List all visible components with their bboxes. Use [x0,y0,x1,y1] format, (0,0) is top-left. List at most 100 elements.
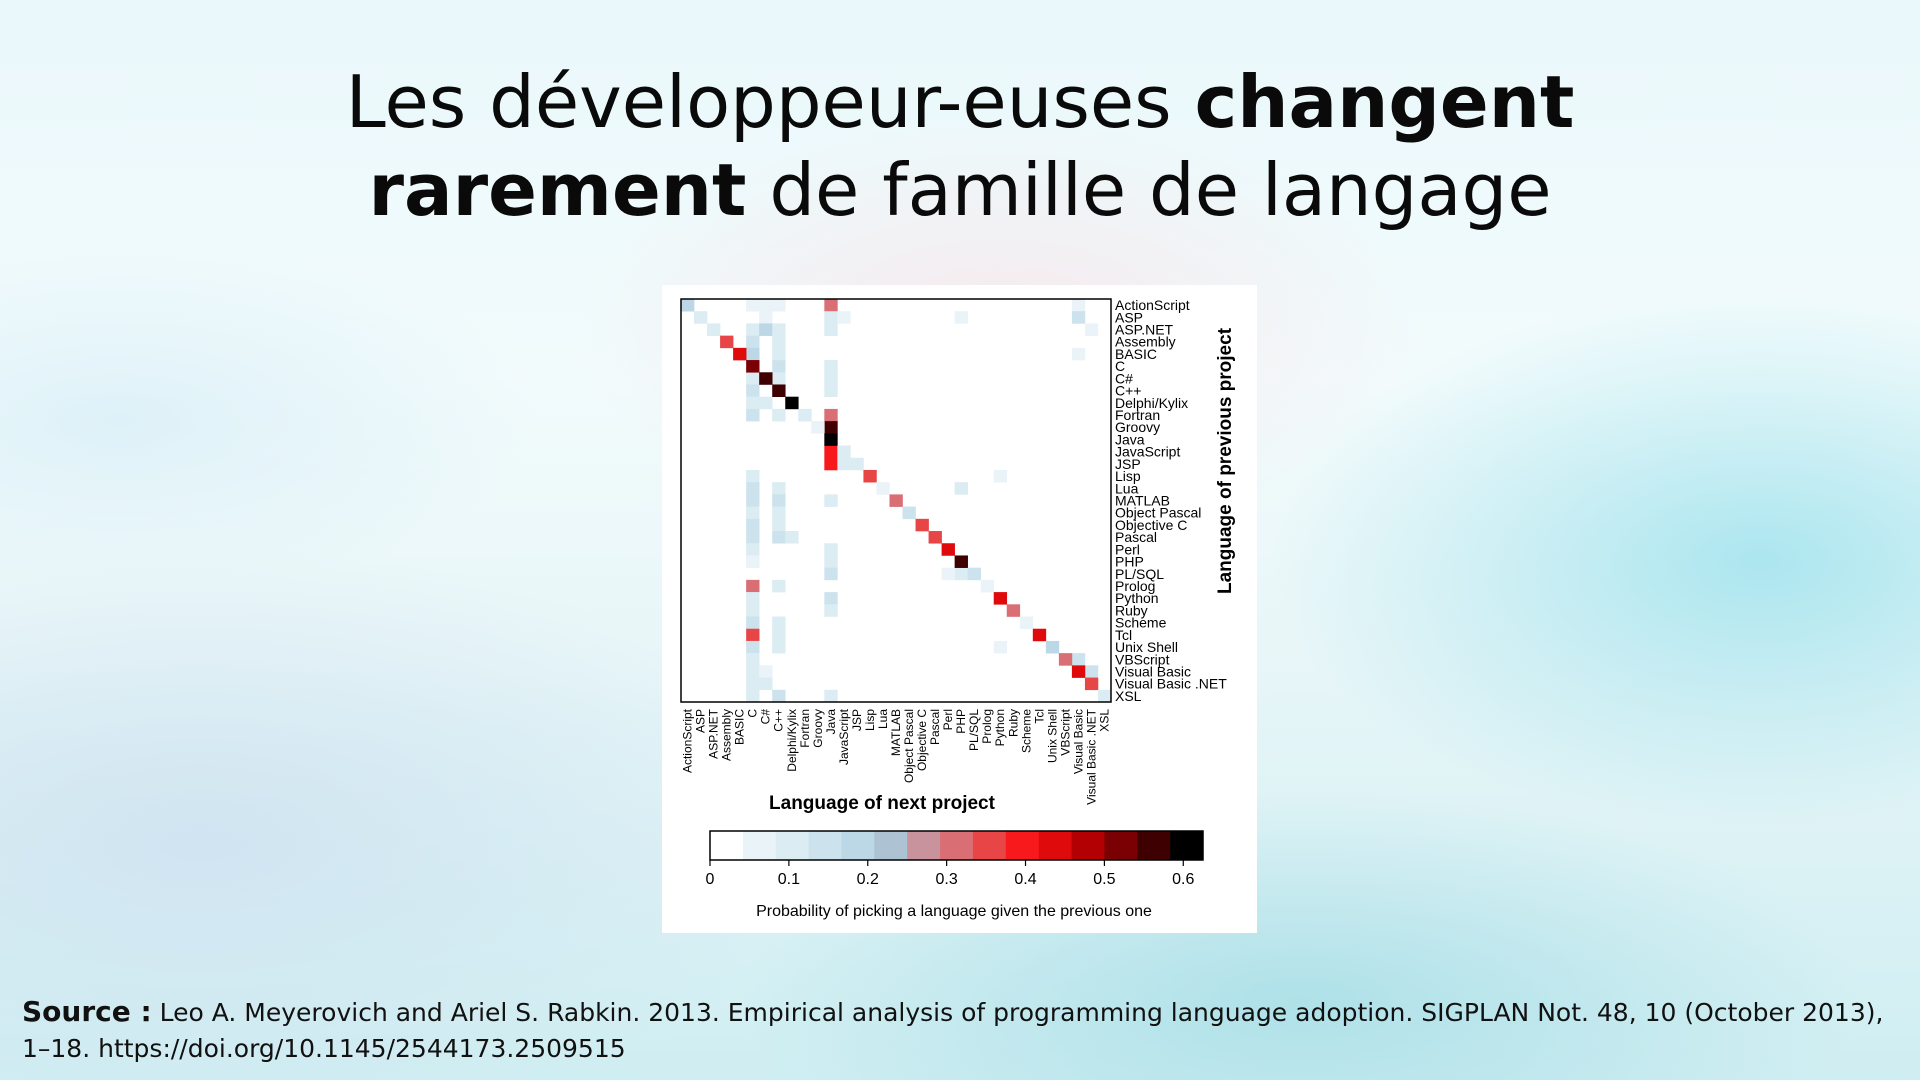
cell-javascript-to-java [824,445,838,459]
cell-pascal-to-c [772,531,786,544]
cell-lisp-to-python [993,469,1008,483]
cell-pl-sql-to-pl-sql [967,567,981,581]
row-label-unix-shell: Unix Shell [1115,639,1178,655]
col-label-python: Python [993,709,1007,746]
cell-lua-to-c [772,482,786,495]
col-label-groovy: Groovy [811,709,825,748]
row-label-vbscript: VBScript [1115,651,1170,667]
cell-scheme-to-c [746,616,760,630]
cell-assembly-to-c [746,335,760,349]
cell-vbscript-to-vbscript [1058,653,1073,666]
col-label-prolog: Prolog [980,709,994,744]
cell-jsp-to-jsp [850,457,864,471]
row-label-object-pascal: Object Pascal [1115,505,1201,521]
col-label-basic: BASIC [733,709,747,745]
colorbar-bin-2 [775,831,809,860]
title-text-2: de famille de langage [746,148,1552,232]
row-label-perl: Perl [1115,541,1140,557]
cell-groovy-to-java [824,421,838,434]
col-label-php: PHP [954,709,968,734]
colorbar-bin-7 [940,831,974,860]
cell-ruby-to-c [746,604,760,617]
cell-c-to-c [772,372,786,385]
cell-objective-c-to-c [772,518,786,532]
col-label-javascript: JavaScript [837,708,851,765]
row-label-c: C [1115,358,1125,374]
col-label-assembly: Assembly [720,709,734,761]
col-label-pascal: Pascal [928,709,942,745]
col-label-jsp: JSP [850,709,864,731]
cell-matlab-to-java [824,494,838,507]
col-label-tcl: Tcl [1032,709,1046,724]
cell-object-pascal-to-object-pascal [902,506,916,520]
row-label-c: C# [1115,370,1133,386]
cell-asp-net-to-c [746,323,760,336]
title-text-1: Les développeur-euses [345,60,1195,144]
cell-groovy-to-groovy [811,421,825,434]
col-label-asp-net: ASP.NET [707,708,721,758]
row-label-python: Python [1115,590,1159,606]
cell-visual-basic-to-c [746,665,760,678]
source-citation: Source : Leo A. Meyerovich and Ariel S. … [22,994,1902,1067]
row-label-visual-basic: Visual Basic [1115,663,1191,679]
col-label-c: C# [759,709,773,725]
col-label-object-pascal: Object Pascal [902,709,916,783]
cell-actionscript-to-visual-basic [1071,299,1086,312]
row-label-scheme: Scheme [1115,615,1167,631]
cell-asp-net-to-java [824,323,838,336]
cell-xsl-to-xsl [1097,689,1112,703]
cell-lua-to-php [954,482,968,495]
cell-c-to-c [746,360,760,373]
cell-fortran-to-fortran [798,408,812,422]
cell-pascal-to-c [746,531,760,544]
cell-actionscript-to-c [746,299,760,312]
row-label-pascal: Pascal [1115,529,1157,545]
cell-asp-to-php [954,311,968,324]
cell-fortran-to-c [746,408,760,422]
colorbar-tick-label-0-4: 0.4 [1014,871,1036,888]
cell-lua-to-c [746,482,760,495]
cell-delphi-kylix-to-c [746,396,760,410]
row-label-javascript: JavaScript [1115,444,1180,460]
cell-visual-basic-net-to-visual-basic-net [1084,677,1099,691]
cell-basic-to-basic [733,347,747,361]
cell-tcl-to-c [746,628,760,642]
cell-matlab-to-c [746,494,760,507]
cell-asp-to-visual-basic [1071,311,1086,324]
cell-objective-c-to-objective-c [915,518,929,532]
source-label: Source : [22,995,152,1028]
cell-actionscript-to-c [772,299,786,312]
cell-php-to-java [824,555,838,568]
cell-prolog-to-c [746,579,760,593]
cell-ruby-to-ruby [1006,604,1021,617]
colorbar-frame [709,830,1204,861]
row-label-asp: ASP [1115,309,1143,325]
row-label-java: Java [1115,431,1145,447]
y-axis-title: Language of previous project [1215,327,1236,594]
row-label-assembly: Assembly [1115,334,1176,350]
colorbar-tick-label-0-5: 0.5 [1093,871,1115,888]
cell-prolog-to-c [772,579,786,593]
col-label-unix-shell: Unix Shell [1045,709,1059,763]
cell-fortran-to-java [824,408,838,422]
colorbar-bin-10 [1038,831,1072,860]
colorbar-tick-label-0-3: 0.3 [936,871,958,888]
col-label-fortran: Fortran [798,709,812,748]
cell-ruby-to-java [824,604,838,617]
row-labels: ActionScriptASPASP.NETAssemblyBASICCC#C+… [1115,297,1227,704]
column-labels: ActionScript ASP ASP.NET Assembly BASIC C C# C+… [681,708,1112,804]
cell-php-to-php [954,555,968,568]
cell-lisp-to-c [746,469,760,483]
cell-jsp-to-java [824,457,838,471]
colorbar-bin-14 [1170,831,1204,860]
row-label-prolog: Prolog [1115,578,1155,594]
colorbar-bin-1 [742,831,777,860]
cell-lisp-to-lisp [863,469,877,483]
colorbar-ticks: 0 0.1 0.2 0.3 0.4 0.5 0.6 [706,860,1194,888]
colorbar-label: Probability of picking a language given … [756,903,1152,920]
cell-pl-sql-to-perl [941,567,955,581]
colorbar-bin-12 [1104,831,1138,860]
col-label-delphi-kylix: Delphi/Kylix [785,709,799,772]
col-label-c: C++ [772,709,786,732]
row-label-ruby: Ruby [1115,602,1148,618]
